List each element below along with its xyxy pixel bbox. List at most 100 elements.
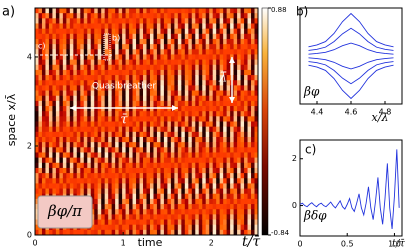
line-series — [299, 149, 400, 230]
heatmap-cell — [254, 54, 259, 60]
heatmap-cell — [191, 13, 196, 19]
heatmap-cell — [181, 44, 186, 50]
heatmap-cell — [97, 33, 102, 40]
heatmap-cell — [97, 229, 102, 236]
heatmap-cell — [111, 126, 116, 133]
heatmap-cell — [55, 229, 60, 236]
heatmap-cell — [153, 33, 158, 40]
heatmap-cell — [202, 54, 207, 60]
heatmap-cell — [101, 136, 106, 143]
heatmap-cell — [174, 38, 179, 45]
heatmap-cell — [219, 28, 224, 35]
heatmap-cell — [115, 75, 120, 81]
heatmap-cell — [90, 178, 95, 184]
heatmap-cell — [111, 142, 116, 148]
heatmap-cell — [76, 75, 81, 81]
heatmap-cell — [80, 183, 85, 189]
heatmap-cell — [237, 18, 241, 24]
heatmap-cell — [247, 147, 252, 153]
heatmap-cell — [41, 85, 46, 91]
heatmap-cell — [73, 126, 78, 133]
heatmap-cell — [38, 85, 43, 91]
heatmap-cell — [125, 95, 130, 102]
heatmap-cell — [153, 147, 158, 153]
heatmap-cell — [115, 90, 120, 97]
heatmap-cell — [167, 44, 172, 50]
heatmap-cell — [35, 152, 39, 159]
heatmap-cell — [108, 204, 113, 210]
heatmap-cell — [136, 224, 140, 231]
heatmap-cell — [230, 38, 235, 45]
heatmap-cell — [212, 116, 217, 122]
heatmap-cell — [129, 75, 133, 81]
heatmap-cell — [219, 162, 224, 169]
heatmap-cell — [156, 126, 161, 133]
heatmap-cell — [170, 173, 175, 179]
heatmap-cell — [181, 23, 186, 30]
heatmap-cell — [195, 229, 200, 236]
heatmap-cell — [76, 18, 81, 24]
heatmap-cell — [111, 198, 116, 205]
heatmap-cell — [170, 100, 175, 107]
heatmap-cell — [237, 126, 241, 133]
heatmap-cell — [136, 188, 140, 195]
heatmap-cell — [205, 214, 210, 220]
heatmap-cell — [129, 28, 133, 35]
heatmap-cell — [244, 49, 248, 55]
heatmap-cell — [73, 28, 78, 35]
heatmap-cell — [45, 106, 50, 112]
heatmap-cell — [45, 100, 50, 107]
heatmap-cell — [101, 229, 106, 236]
heatmap-cell — [247, 224, 252, 231]
heatmap-cell — [90, 198, 95, 205]
heatmap-cell — [38, 162, 43, 169]
heatmap-cell — [233, 219, 238, 226]
heatmap-cell — [111, 131, 116, 138]
heatmap-cell — [108, 64, 113, 71]
heatmap-cell — [52, 38, 57, 45]
heatmap-cell — [191, 198, 196, 205]
heatmap-cell — [35, 147, 39, 153]
heatmap-cell — [83, 85, 88, 91]
heatmap-cell — [80, 106, 85, 112]
heatmap-cell — [38, 28, 43, 35]
heatmap-cell — [97, 69, 102, 76]
heatmap-cell — [223, 49, 228, 55]
heatmap-cell — [223, 18, 228, 24]
heatmap-cell — [198, 173, 203, 179]
heatmap-cell — [90, 183, 95, 189]
heatmap-cell — [205, 204, 210, 210]
heatmap-cell — [153, 142, 158, 148]
heatmap-cell — [167, 80, 172, 86]
heatmap-cell — [129, 183, 133, 189]
heatmap-cell — [247, 183, 252, 189]
heatmap-cell — [191, 75, 196, 81]
heatmap-cell — [202, 167, 207, 174]
heatmap-cell — [52, 142, 57, 148]
heatmap-cell — [198, 75, 203, 81]
heatmap-cell — [244, 188, 248, 195]
heatmap-cell — [219, 209, 224, 215]
heatmap-cell — [69, 229, 74, 236]
heatmap-cell — [55, 131, 60, 138]
heatmap-cell — [202, 13, 207, 19]
heatmap-cell — [80, 95, 85, 102]
heatmap-cell — [136, 64, 140, 71]
heatmap-cell — [156, 95, 161, 102]
heatmap-cell — [212, 142, 217, 148]
heatmap-cell — [101, 13, 106, 19]
heatmap-cell — [108, 8, 113, 14]
heatmap-cell — [223, 173, 228, 179]
heatmap-cell — [177, 142, 182, 148]
heatmap-cell — [87, 136, 92, 143]
heatmap-cell — [237, 162, 241, 169]
heatmap-cell — [111, 90, 116, 97]
heatmap-cell — [244, 152, 248, 159]
heatmap-cell — [90, 131, 95, 138]
heatmap-cell — [66, 13, 71, 19]
heatmap-cell — [139, 111, 144, 117]
heatmap-cell — [237, 214, 241, 220]
heatmap-cell — [160, 28, 165, 35]
heatmap-cell — [108, 59, 113, 66]
heatmap-cell — [146, 193, 151, 200]
